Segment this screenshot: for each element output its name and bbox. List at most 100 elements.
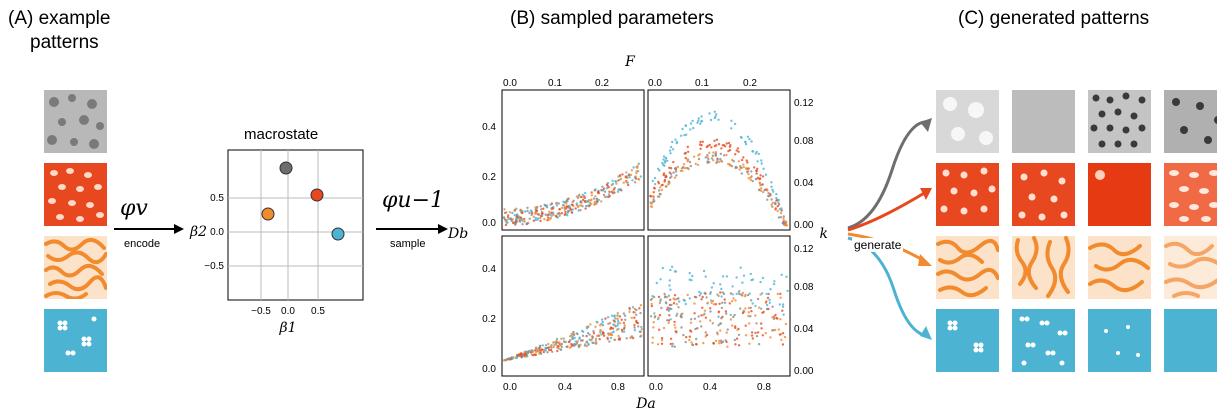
scatter-dot [557, 345, 560, 348]
generated-orange-1 [936, 236, 999, 299]
scatter-dot [748, 292, 751, 295]
scatter-dot [636, 164, 639, 168]
scatter-dot [565, 345, 568, 348]
scatter-dot [605, 183, 609, 186]
scatter-dot [594, 337, 598, 341]
scatter-dot [602, 193, 606, 197]
scatter-dot [666, 308, 669, 311]
scatter-dot [755, 334, 759, 338]
scatter-dot [725, 142, 728, 145]
scatter-dot [669, 298, 672, 301]
scatter-dot [658, 301, 662, 305]
scatter-dot [736, 147, 740, 150]
scatter-dot [650, 205, 654, 208]
scatter-dot [596, 200, 599, 204]
scatter-dot [569, 207, 572, 211]
example-pattern-blue [44, 309, 107, 372]
scatter-dot [620, 328, 624, 332]
scatter-dot [715, 144, 718, 147]
scatter-dot [502, 216, 506, 220]
scatter-dot [765, 303, 769, 307]
scatter-dot [555, 339, 558, 343]
scatter-dot [718, 342, 721, 345]
scatter-dot [669, 167, 673, 170]
scatter-dot [656, 343, 660, 346]
scatter-dot [649, 194, 652, 198]
scatter-dot [782, 313, 785, 316]
scatter-dot [723, 301, 727, 304]
scatter-dot [659, 278, 662, 281]
scatter-dot [638, 307, 641, 310]
scatter-dot [633, 329, 637, 332]
scatter-dot [657, 295, 661, 299]
scatter-dot [719, 152, 723, 155]
scatter-dot [699, 320, 702, 323]
scatter-dot [607, 193, 611, 196]
scatter-dot [729, 318, 733, 321]
scatter-dot [526, 352, 529, 355]
scatter-dot [663, 296, 667, 299]
scatter-dot [734, 325, 737, 328]
scatter-dot [624, 176, 627, 179]
scatter-dot [701, 295, 704, 299]
encode-symbol: φv [120, 196, 148, 221]
scatter-dot [725, 340, 728, 344]
scatter-dot [590, 202, 593, 205]
scatter-dot [521, 354, 524, 357]
scatter-dot [772, 282, 776, 286]
scatter-dot [739, 307, 742, 310]
sampled-parameters-plot: F 0.0 0.1 0.2 0.0 0.1 0.2 0.4 0.2 0.0 0.… [447, 54, 828, 410]
sample-symbol: φu−1 [382, 188, 445, 213]
scatter-dot [770, 185, 773, 188]
panel-top-left [501, 89, 645, 231]
scatter-dot [539, 219, 542, 223]
scatter-dot [612, 330, 615, 333]
macrostate-xtick-2: 0.0 [281, 306, 295, 317]
scatter-dot [681, 127, 684, 131]
scatter-dot [597, 191, 600, 195]
scatter-dot [601, 324, 605, 327]
scatter-dot [760, 187, 763, 190]
scatter-dot [577, 344, 580, 347]
scatter-dot [541, 344, 544, 347]
scatter-dot [769, 193, 772, 196]
scatter-dot [705, 145, 708, 149]
scatter-dot [727, 141, 731, 145]
scatter-dot [730, 127, 733, 130]
scatter-dot [718, 339, 721, 343]
macrostate-xtick-1: −0.5 [251, 306, 271, 317]
scatter-dot [586, 325, 590, 329]
scatter-dot [582, 196, 585, 199]
scatter-dot [614, 317, 617, 320]
scatter-dot [615, 182, 618, 185]
generated-red-4 [1164, 163, 1217, 226]
scatter-dot [563, 213, 567, 216]
generate-arrow-red [847, 190, 927, 232]
scatter-dot [620, 318, 623, 321]
scatter-dot [757, 342, 761, 346]
scatter-dot [673, 294, 677, 297]
scatter-dot [549, 216, 553, 220]
scatter-dot [776, 209, 779, 213]
scatter-dot [691, 343, 694, 346]
scatter-dot [686, 293, 689, 297]
heading-example-patterns-line2: patterns [30, 32, 99, 53]
scatter-dot [653, 316, 657, 319]
scatter-dot [771, 305, 774, 308]
scatter-dot [750, 334, 754, 337]
macrostate-point-orange [261, 207, 275, 221]
scatter-dot [593, 200, 597, 204]
scatter-dot [702, 269, 706, 273]
scatter-dot [662, 158, 665, 161]
scatter-dot [728, 302, 731, 305]
macrostate-plot: −0.5 0.0 0.5 0.5 0.0 −0.5 β1 β2 [189, 149, 364, 336]
scatter-dot [568, 346, 572, 349]
scatter-dot [663, 178, 667, 182]
scatter-dot [557, 212, 561, 215]
scatter-dot [630, 316, 633, 319]
scatter-dot [576, 205, 580, 209]
scatter-dot [611, 314, 614, 317]
scatter-dot [728, 164, 732, 167]
scatter-dot [670, 307, 673, 311]
scatter-dot [675, 314, 678, 317]
